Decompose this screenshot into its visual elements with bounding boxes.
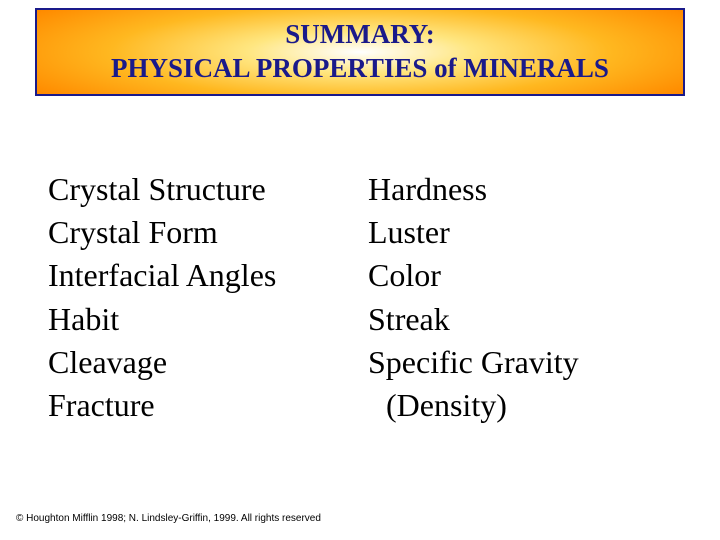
title-line-1: SUMMARY: [285,18,435,52]
list-item: Habit [48,298,368,341]
title-line-2: PHYSICAL PROPERTIES of MINERALS [111,52,609,86]
copyright-text: © Houghton Mifflin 1998; N. Lindsley-Gri… [16,513,321,524]
list-item: Cleavage [48,341,368,384]
list-item: Fracture [48,384,368,427]
list-item: Luster [368,211,692,254]
left-column: Crystal Structure Crystal Form Interfaci… [48,168,368,427]
list-item: Color [368,254,692,297]
right-column: Hardness Luster Color Streak Specific Gr… [368,168,692,427]
list-item: Crystal Structure [48,168,368,211]
title-box: SUMMARY: PHYSICAL PROPERTIES of MINERALS [35,8,685,96]
list-item: (Density) [368,384,692,427]
properties-columns: Crystal Structure Crystal Form Interfaci… [48,168,692,427]
list-item: Streak [368,298,692,341]
list-item: Interfacial Angles [48,254,368,297]
list-item: Hardness [368,168,692,211]
list-item: Crystal Form [48,211,368,254]
list-item: Specific Gravity [368,341,692,384]
